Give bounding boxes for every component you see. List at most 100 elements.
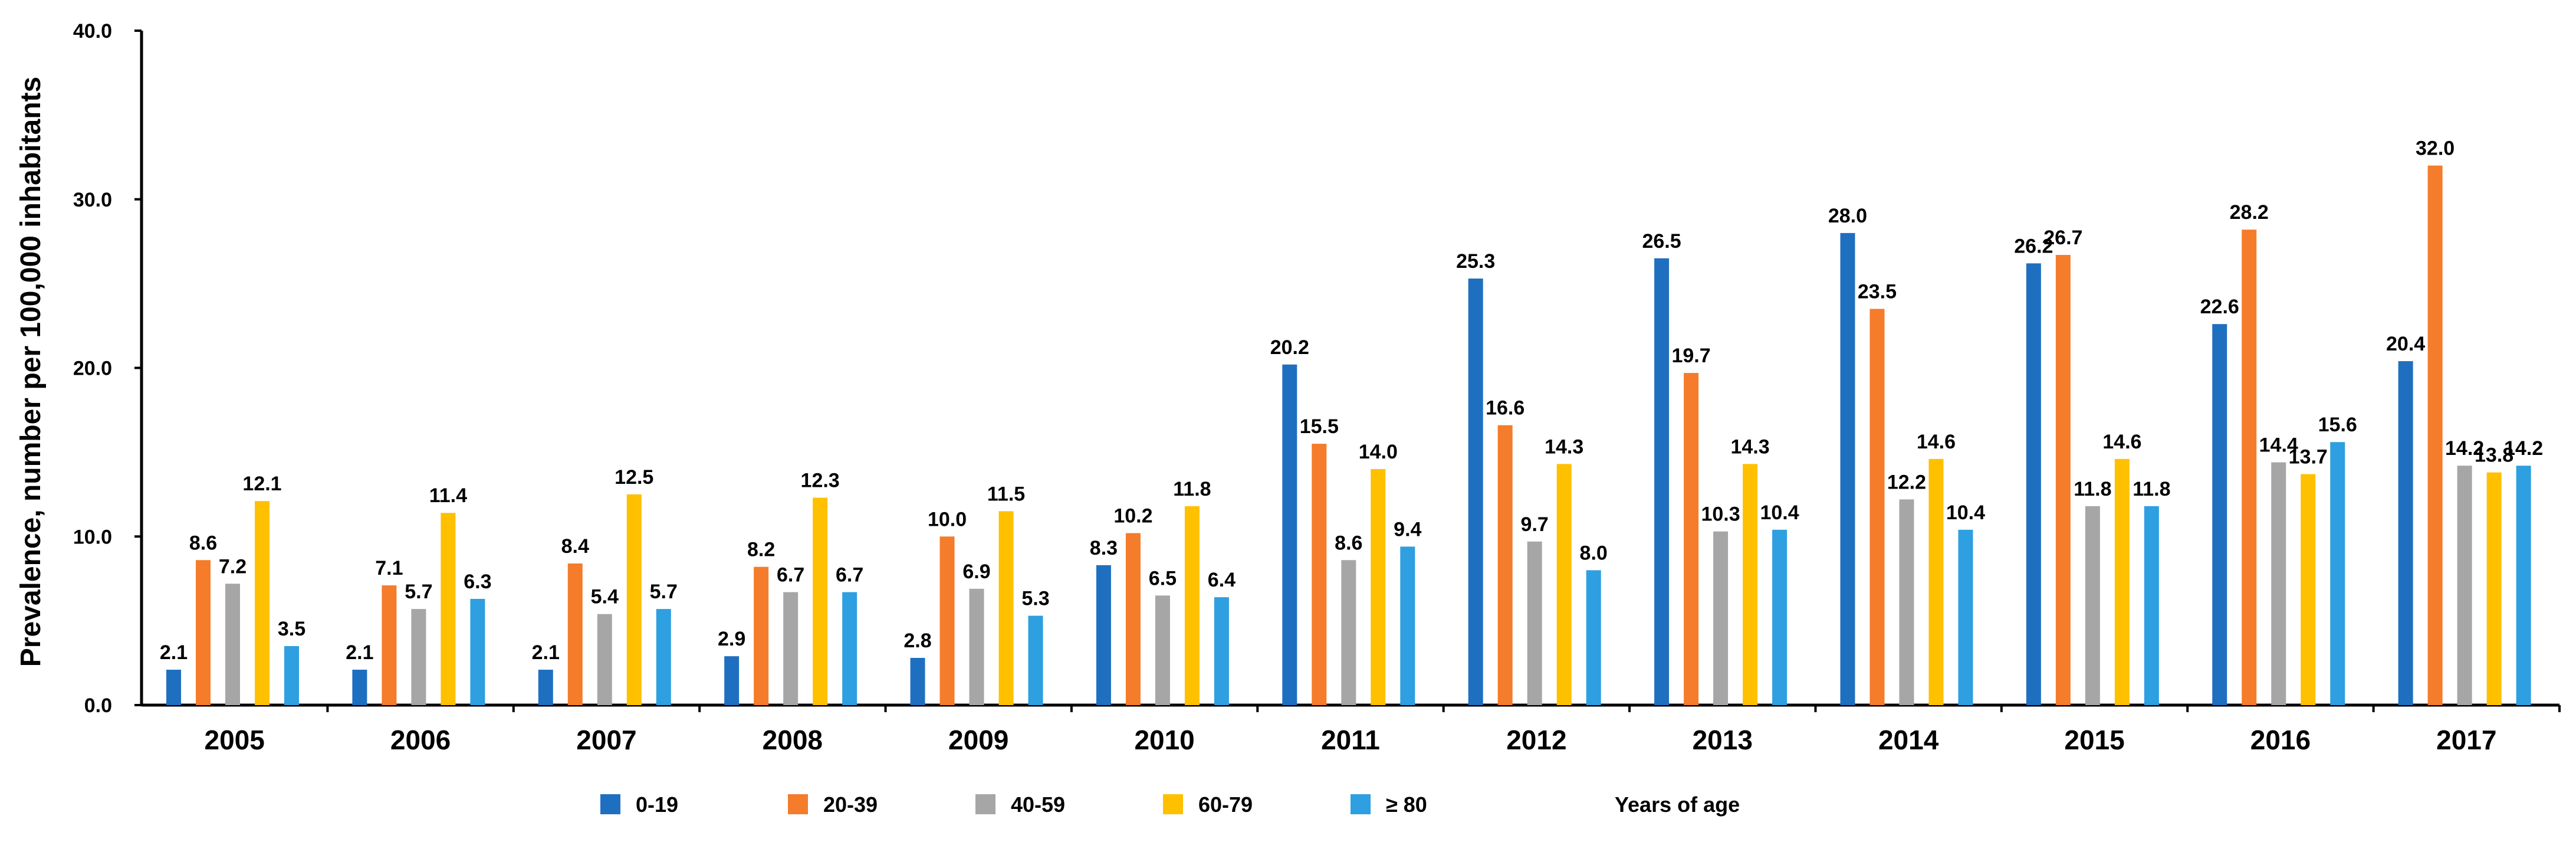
data-label: 10.4 [1946, 502, 1985, 524]
bar-2007-80 [656, 609, 671, 705]
bar-2005-80 [284, 646, 299, 705]
bar-2016-80 [2330, 442, 2345, 705]
data-label: 12.3 [801, 470, 840, 492]
data-label: 5.4 [591, 586, 619, 608]
data-label: 12.2 [1887, 471, 1926, 493]
data-label: 2.1 [346, 641, 373, 664]
bar-2013-6079 [1743, 464, 1758, 705]
data-label: 6.7 [836, 564, 863, 587]
bar-2007-6079 [626, 494, 642, 705]
data-label: 28.2 [2230, 201, 2269, 224]
bar-2014-80 [1958, 529, 1973, 705]
bar-2016-4059 [2271, 462, 2286, 705]
data-label: 11.8 [2074, 478, 2111, 500]
data-label: 14.3 [1730, 435, 1769, 458]
bar-2012-6079 [1556, 464, 1572, 705]
y-axis: 0.0 10.0 20.0 30.0 40.0 [73, 20, 143, 717]
bar-2012-019 [1468, 279, 1483, 705]
bar-2011-80 [1400, 546, 1415, 705]
bar-2013-019 [1654, 258, 1670, 705]
legend-swatch [600, 794, 620, 814]
bar-2010-4059 [1155, 595, 1170, 705]
data-label: 10.4 [1760, 502, 1799, 524]
data-label: 14.6 [2102, 431, 2141, 453]
data-label: 2.9 [718, 628, 745, 650]
bar-2011-019 [1282, 364, 1297, 705]
data-label: 20.4 [2386, 333, 2425, 355]
bars-group [166, 165, 2531, 706]
legend-swatch [975, 794, 995, 814]
data-label: 6.4 [1208, 569, 1236, 591]
bar-2015-019 [2026, 263, 2041, 706]
data-label: 15.5 [1300, 415, 1339, 438]
data-label: 14.3 [1545, 435, 1583, 458]
legend-label: 40-59 [1011, 792, 1065, 817]
bar-2017-80 [2516, 466, 2531, 705]
bar-2011-2039 [1312, 444, 1327, 705]
bar-2009-6079 [998, 511, 1014, 705]
x-tick-label: 2015 [2064, 725, 2124, 755]
data-label: 10.0 [928, 508, 967, 530]
data-label: 7.1 [375, 557, 403, 579]
bar-2017-4059 [2457, 466, 2472, 705]
data-label: 13.8 [2475, 444, 2513, 467]
data-label: 16.6 [1486, 397, 1524, 420]
bar-2010-2039 [1125, 533, 1141, 705]
x-tick-label: 2007 [576, 725, 636, 755]
x-tick-label: 2008 [763, 725, 823, 755]
legend-label: 0-19 [636, 792, 678, 817]
bar-2006-019 [352, 669, 367, 705]
bar-2010-80 [1214, 597, 1229, 705]
data-label: 5.7 [405, 581, 432, 603]
data-label: 22.6 [2200, 296, 2239, 318]
x-tick-label: 2005 [205, 725, 265, 755]
x-axis: 2005 2006 2007 2008 2009 2010 2011 2012 2013 2014… [142, 703, 2561, 755]
data-label: 5.3 [1021, 588, 1049, 610]
data-label: 14.6 [1917, 431, 1956, 453]
y-tick-label: 40.0 [73, 20, 112, 42]
bar-2005-2039 [196, 560, 211, 705]
bar-2010-6079 [1184, 506, 1200, 705]
x-tick-label: 2012 [1506, 725, 1566, 755]
data-label: 8.6 [1335, 532, 1362, 554]
bar-2015-6079 [2114, 458, 2130, 705]
bar-2016-2039 [2242, 230, 2257, 705]
bar-2012-4059 [1527, 541, 1542, 705]
bar-2013-80 [1772, 529, 1788, 705]
legend: 0-19 20-39 40-59 60-79 ≥ 80 Years of age [600, 792, 1740, 817]
x-tick-label: 2011 [1321, 725, 1380, 755]
data-label: 2.8 [903, 630, 931, 652]
data-label: 11.5 [987, 483, 1025, 505]
data-label: 28.0 [1828, 205, 1867, 227]
bar-2005-019 [166, 669, 181, 705]
y-tick-label: 0.0 [84, 694, 112, 717]
data-label: 8.3 [1090, 537, 1118, 559]
bar-2010-019 [1096, 565, 1111, 705]
data-label: 23.5 [1858, 280, 1897, 303]
legend-label: 60-79 [1198, 792, 1253, 817]
bar-2009-80 [1028, 615, 1043, 705]
bar-2013-4059 [1713, 531, 1729, 705]
data-label: 8.2 [747, 539, 775, 561]
data-label: 8.6 [189, 532, 217, 554]
bar-2008-80 [842, 592, 857, 705]
x-tick-label: 2006 [390, 725, 451, 755]
data-label: 10.2 [1113, 505, 1152, 528]
bar-2017-019 [2398, 361, 2413, 705]
data-label: 6.9 [962, 561, 990, 583]
data-label: 26.5 [1642, 230, 1681, 253]
bar-2008-2039 [754, 566, 769, 705]
x-tick-label: 2009 [948, 725, 1008, 755]
legend-swatch [1351, 794, 1371, 814]
x-tick-label: 2010 [1134, 725, 1194, 755]
data-label: 11.8 [2133, 478, 2170, 500]
data-label: 15.6 [2318, 414, 2357, 436]
bar-2009-2039 [939, 536, 955, 705]
data-label: 10.3 [1701, 503, 1740, 526]
x-tick-label: 2017 [2436, 725, 2496, 755]
data-label: 14.0 [1359, 441, 1398, 463]
data-label: 6.5 [1149, 567, 1177, 589]
bar-2007-019 [538, 669, 553, 705]
data-label: 25.3 [1456, 250, 1495, 273]
